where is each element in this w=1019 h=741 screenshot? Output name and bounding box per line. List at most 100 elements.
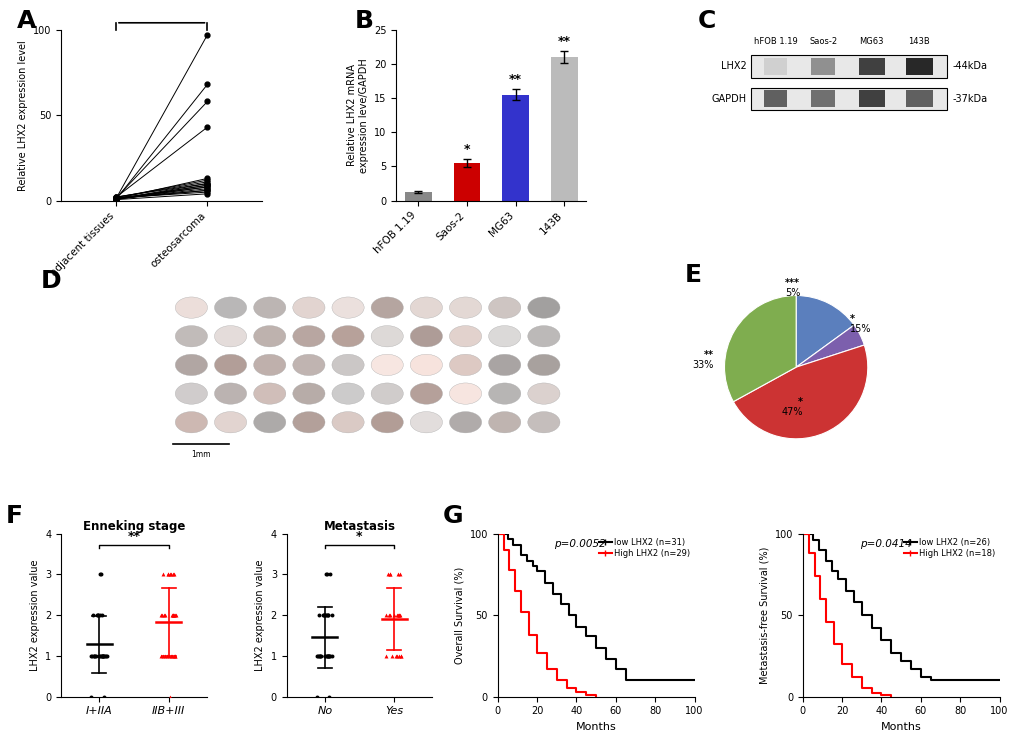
Text: Saos-2: Saos-2 (809, 37, 837, 46)
Point (89, 609, 105, 621)
Text: 1mm: 1mm (192, 450, 211, 459)
low LHX2 (n=26) (895, 657, 907, 665)
low LHX2 (n=31) (688, 676, 700, 685)
High LHX2 (n=29) (497, 545, 510, 554)
Ellipse shape (254, 297, 285, 318)
Point (321, 691, 337, 702)
High LHX2 (n=18) (819, 594, 832, 603)
Point (380, 609, 396, 621)
low LHX2 (n=26) (796, 529, 808, 538)
High LHX2 (n=18) (884, 692, 897, 701)
Point (316, 650, 332, 662)
Ellipse shape (371, 411, 403, 433)
Point (96, 650, 112, 662)
Ellipse shape (488, 297, 521, 318)
Point (160, 568, 176, 580)
low LHX2 (n=26) (895, 648, 907, 657)
Ellipse shape (214, 383, 247, 405)
Ellipse shape (331, 411, 364, 433)
Point (156, 609, 172, 621)
Point (386, 609, 403, 621)
Ellipse shape (449, 297, 481, 318)
Point (86, 650, 102, 662)
low LHX2 (n=26) (819, 557, 832, 566)
low LHX2 (n=31) (580, 622, 592, 631)
Point (158, 650, 174, 662)
Text: **: ** (508, 73, 522, 86)
FancyBboxPatch shape (750, 56, 946, 78)
X-axis label: Months: Months (575, 722, 615, 732)
High LHX2 (n=18) (808, 571, 820, 580)
Point (99, 650, 115, 662)
High LHX2 (n=29) (531, 630, 543, 639)
Ellipse shape (527, 383, 559, 405)
low LHX2 (n=31) (580, 632, 592, 641)
low LHX2 (n=26) (904, 657, 916, 665)
Point (157, 650, 173, 662)
low LHX2 (n=26) (825, 567, 838, 576)
low LHX2 (n=26) (904, 665, 916, 674)
low LHX2 (n=31) (589, 643, 601, 652)
Point (160, 568, 176, 580)
Ellipse shape (371, 383, 403, 405)
High LHX2 (n=18) (802, 529, 814, 538)
Point (318, 609, 334, 621)
Text: 47%: 47% (781, 407, 803, 416)
Point (155, 650, 171, 662)
Ellipse shape (175, 325, 207, 347)
Ellipse shape (371, 325, 403, 347)
Ellipse shape (410, 354, 442, 376)
Point (317, 609, 333, 621)
High LHX2 (n=18) (819, 617, 832, 626)
High LHX2 (n=29) (515, 586, 527, 595)
low LHX2 (n=31) (501, 529, 514, 538)
Point (320, 609, 336, 621)
Wedge shape (796, 325, 863, 367)
low LHX2 (n=26) (811, 536, 823, 545)
Ellipse shape (527, 297, 559, 318)
Ellipse shape (488, 383, 521, 405)
Ellipse shape (292, 325, 325, 347)
FancyBboxPatch shape (905, 90, 931, 107)
low LHX2 (n=31) (538, 578, 550, 587)
Ellipse shape (175, 354, 207, 376)
Point (389, 609, 406, 621)
Point (165, 609, 181, 621)
High LHX2 (n=18) (813, 594, 825, 603)
Wedge shape (733, 345, 867, 439)
Line: low LHX2 (n=31): low LHX2 (n=31) (497, 534, 694, 680)
Point (392, 650, 409, 662)
High LHX2 (n=18) (827, 617, 840, 626)
Point (167, 650, 183, 662)
Ellipse shape (175, 297, 207, 318)
Point (165, 650, 181, 662)
Ellipse shape (175, 411, 207, 433)
low LHX2 (n=31) (619, 676, 631, 685)
High LHX2 (n=18) (836, 659, 848, 668)
Point (95, 650, 111, 662)
Ellipse shape (449, 383, 481, 405)
FancyBboxPatch shape (763, 58, 787, 75)
Ellipse shape (214, 411, 247, 433)
Y-axis label: Overall Survival (%): Overall Survival (%) (453, 566, 464, 664)
Ellipse shape (214, 325, 247, 347)
Text: *: * (356, 531, 363, 543)
FancyBboxPatch shape (858, 90, 884, 107)
Point (324, 650, 340, 662)
low LHX2 (n=31) (688, 676, 700, 685)
low LHX2 (n=31) (570, 622, 582, 631)
low LHX2 (n=26) (806, 529, 818, 538)
High LHX2 (n=18) (874, 691, 887, 700)
High LHX2 (n=18) (865, 684, 877, 693)
Point (311, 650, 327, 662)
Ellipse shape (488, 411, 521, 433)
Point (163, 650, 179, 662)
Point (168, 609, 184, 621)
Point (166, 568, 182, 580)
Point (87, 650, 103, 662)
Point (313, 650, 329, 662)
Bar (453, 163, 480, 201)
Text: **: ** (703, 350, 713, 360)
High LHX2 (n=18) (845, 673, 857, 682)
Point (92, 609, 108, 621)
